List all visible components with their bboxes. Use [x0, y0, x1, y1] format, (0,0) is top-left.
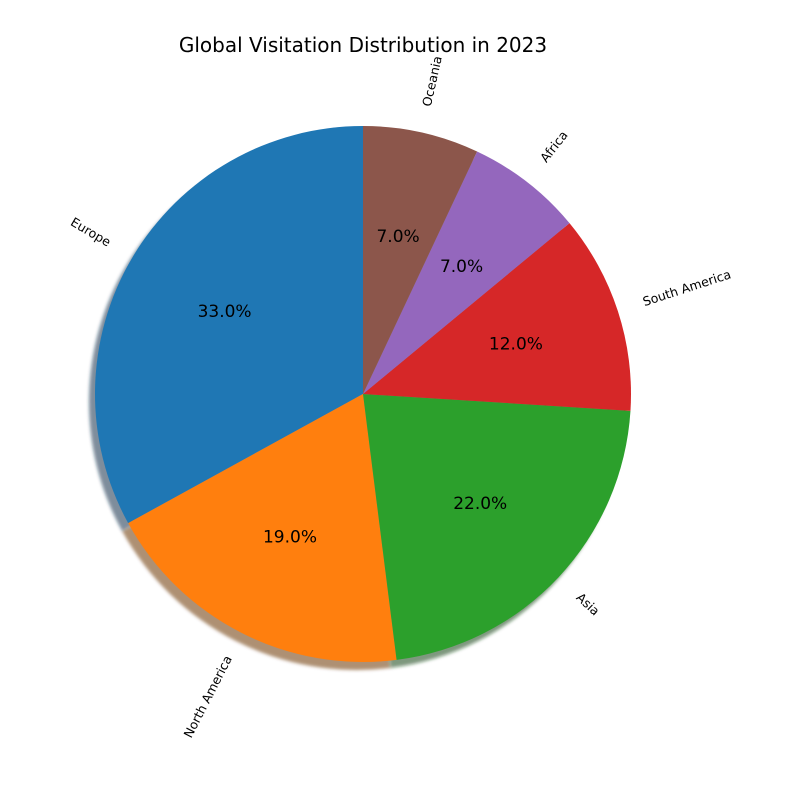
- pie-slice-asia: [363, 394, 631, 660]
- pie-slice-africa: [363, 151, 570, 394]
- slice-label-africa: Africa: [537, 128, 571, 165]
- slice-label-north-america: North America: [181, 653, 235, 740]
- slice-label-asia: Asia: [573, 590, 602, 619]
- chart-title: Global Visitation Distribution in 2023: [179, 33, 547, 57]
- slice-percent-asia: 22.0%: [453, 494, 507, 514]
- pie-slices: [95, 126, 631, 663]
- pie-slice-south-america: [363, 223, 631, 411]
- slice-label-europe: Europe: [68, 214, 114, 249]
- slice-percent-europe: 33.0%: [198, 302, 252, 322]
- pie-slice-north-america: [128, 394, 397, 663]
- slice-percent-south-america: 12.0%: [489, 334, 543, 354]
- slice-percent-oceania: 7.0%: [376, 227, 419, 247]
- slice-label-south-america: South America: [641, 266, 733, 309]
- slice-percent-africa: 7.0%: [440, 257, 483, 277]
- slice-label-oceania: Oceania: [419, 55, 445, 108]
- pie-slice-oceania: [363, 126, 478, 394]
- slice-percent-north-america: 19.0%: [263, 527, 317, 547]
- pie-slice-europe: [95, 126, 363, 524]
